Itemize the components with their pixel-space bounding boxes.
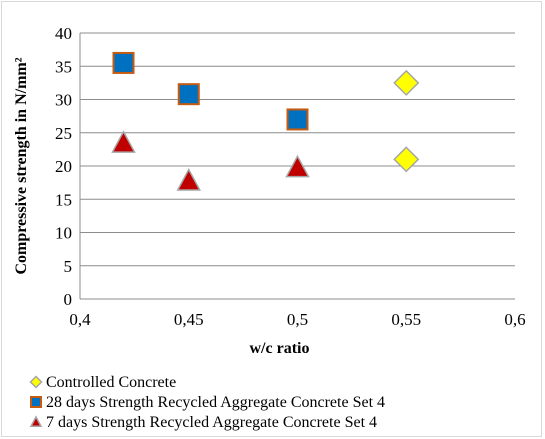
data-point-series-3: [176, 168, 202, 191]
x-tick-label: 0,5: [287, 310, 308, 329]
y-tick-label: 20: [55, 157, 72, 176]
legend: Controlled Concrete 28 days Strength Recy…: [29, 374, 385, 431]
y-tick-label: 0: [64, 290, 73, 309]
data-point-series-2: [177, 83, 200, 106]
legend-diamond-icon: [29, 375, 43, 389]
legend-item: Controlled Concrete: [29, 374, 176, 391]
grid-layer: [80, 32, 515, 267]
tick-labels: 0 5 10 15 20 25 30 35 40 0,4 0,45 0,5 0,55 0,6: [55, 24, 526, 329]
legend-item: 7 days Strength Recycled Aggregate Concr…: [29, 414, 377, 431]
y-tick-label: 35: [55, 57, 72, 76]
x-tick-label: 0,6: [504, 310, 525, 329]
y-axis-title: Compressive strength in N/mm²: [13, 57, 30, 274]
data-point-series-3: [111, 130, 136, 153]
data-markers: [111, 51, 420, 191]
data-point-series-2: [286, 108, 309, 131]
data-point-series-1: [393, 69, 420, 96]
y-tick-label: 5: [64, 257, 73, 276]
y-tick-label: 10: [55, 224, 72, 243]
legend-triangle-icon: [29, 415, 43, 427]
legend-item: 28 days Strength Recycled Aggregate Conc…: [30, 394, 385, 411]
legend-label: Controlled Concrete: [46, 374, 176, 391]
x-tick-label: 0,55: [391, 310, 421, 329]
y-tick-label: 40: [55, 24, 72, 43]
legend-square-icon: [30, 396, 42, 408]
legend-label: 28 days Strength Recycled Aggregate Conc…: [46, 394, 385, 411]
data-point-series-3: [285, 154, 310, 178]
x-axis-title: w/c ratio: [250, 340, 310, 357]
y-tick-label: 15: [55, 190, 72, 209]
y-tick-label: 30: [55, 91, 72, 110]
x-tick-label: 0,45: [174, 310, 204, 329]
data-point-series-2: [112, 51, 135, 74]
data-point-series-1: [393, 146, 420, 173]
axis-layer: [79, 33, 515, 300]
x-tick-label: 0,4: [69, 310, 91, 329]
legend-label: 7 days Strength Recycled Aggregate Concr…: [46, 414, 377, 431]
y-tick-label: 25: [55, 124, 72, 143]
